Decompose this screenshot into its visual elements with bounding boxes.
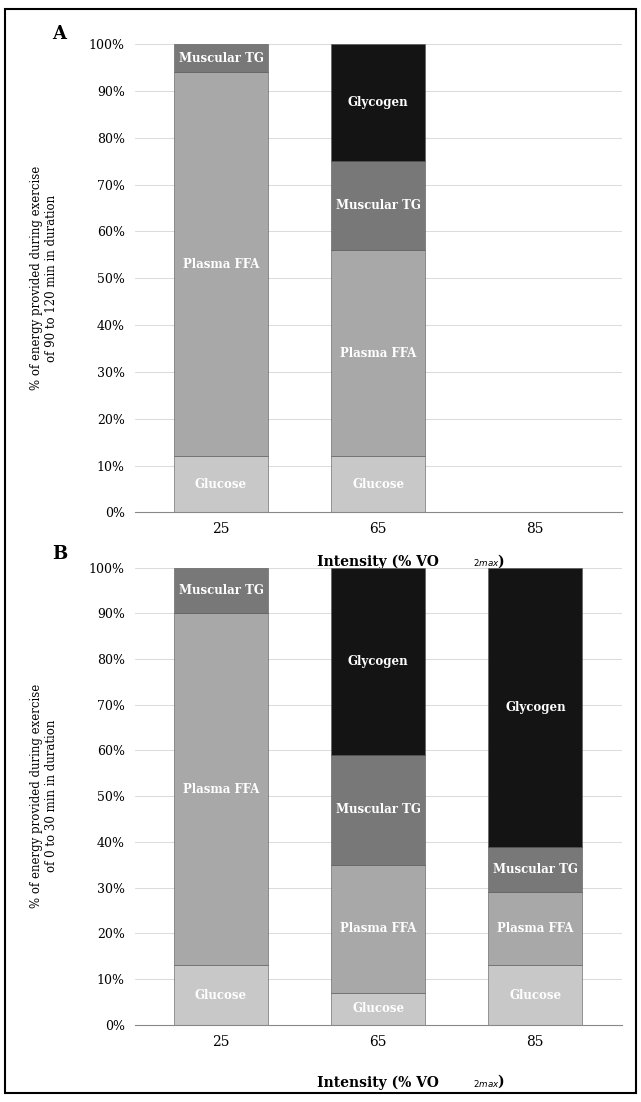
Text: ): ) bbox=[497, 554, 504, 569]
Bar bbox=[331, 456, 426, 512]
Text: Glycogen: Glycogen bbox=[348, 655, 408, 668]
Text: Glucose: Glucose bbox=[352, 1003, 404, 1015]
Text: B: B bbox=[52, 544, 67, 563]
Bar bbox=[488, 846, 583, 893]
Bar bbox=[331, 993, 426, 1025]
Bar bbox=[331, 44, 426, 161]
Bar bbox=[174, 613, 268, 965]
Text: Muscular TG: Muscular TG bbox=[336, 199, 420, 213]
Bar bbox=[174, 965, 268, 1025]
Bar bbox=[174, 456, 268, 512]
Text: Plasma FFA: Plasma FFA bbox=[183, 782, 259, 796]
Text: Glycogen: Glycogen bbox=[348, 96, 408, 109]
Bar bbox=[488, 893, 583, 965]
Bar bbox=[331, 568, 426, 755]
Text: $_{2max}$: $_{2max}$ bbox=[473, 1077, 500, 1090]
Bar bbox=[331, 755, 426, 865]
Text: % of energy provided during exercise
of 90 to 120 min in duration: % of energy provided during exercise of … bbox=[31, 166, 58, 390]
Text: Plasma FFA: Plasma FFA bbox=[340, 922, 417, 936]
Text: Glycogen: Glycogen bbox=[505, 701, 565, 713]
Text: Intensity (% VO: Intensity (% VO bbox=[317, 1076, 439, 1090]
Text: $_{2max}$: $_{2max}$ bbox=[473, 555, 500, 569]
Text: Glucose: Glucose bbox=[195, 478, 247, 490]
Bar bbox=[331, 250, 426, 456]
Text: Glucose: Glucose bbox=[195, 988, 247, 1002]
Bar bbox=[174, 73, 268, 456]
Text: Glucose: Glucose bbox=[510, 988, 562, 1002]
Text: Plasma FFA: Plasma FFA bbox=[497, 922, 574, 936]
Text: Muscular TG: Muscular TG bbox=[179, 584, 263, 597]
Bar bbox=[174, 44, 268, 73]
Text: % of energy provided during exercise
of 0 to 30 min in duration: % of energy provided during exercise of … bbox=[31, 684, 58, 908]
Bar bbox=[174, 568, 268, 613]
Text: A: A bbox=[52, 25, 66, 43]
Text: Glucose: Glucose bbox=[352, 478, 404, 490]
Bar bbox=[488, 965, 583, 1025]
Bar bbox=[331, 865, 426, 993]
Text: Muscular TG: Muscular TG bbox=[493, 863, 578, 876]
Bar bbox=[488, 568, 583, 846]
Text: Muscular TG: Muscular TG bbox=[179, 52, 263, 65]
Text: Muscular TG: Muscular TG bbox=[336, 803, 420, 817]
Text: Plasma FFA: Plasma FFA bbox=[340, 347, 417, 359]
Text: Intensity (% VO: Intensity (% VO bbox=[317, 554, 439, 569]
Text: ): ) bbox=[497, 1076, 504, 1089]
Bar bbox=[331, 161, 426, 250]
Text: Plasma FFA: Plasma FFA bbox=[183, 258, 259, 271]
